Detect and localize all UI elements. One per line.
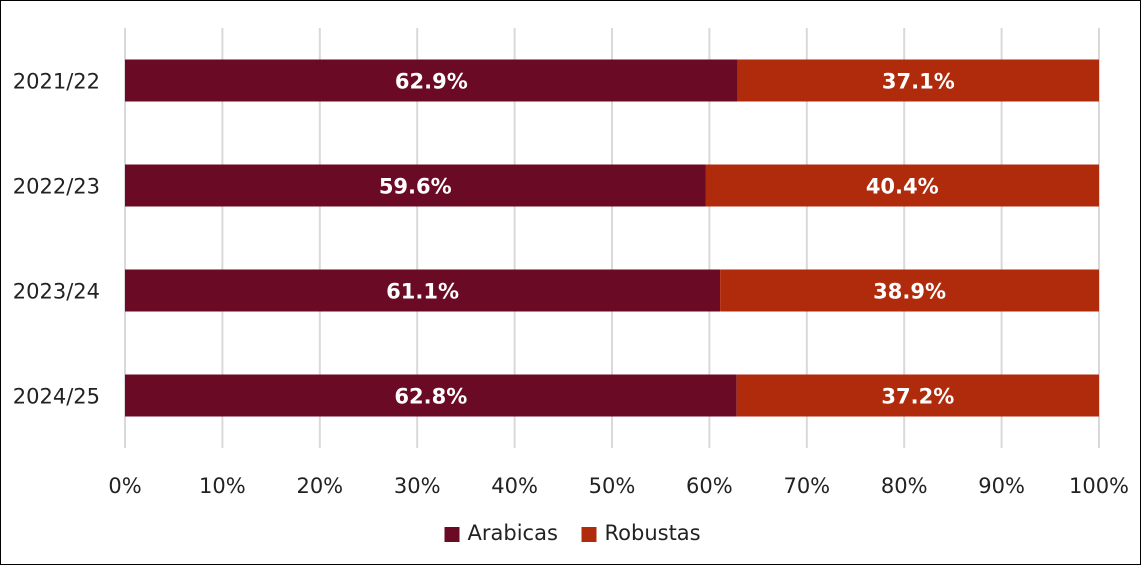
bars [125,59,1099,417]
category-label: 2023/24 [13,280,100,304]
bar-robustas [737,59,1099,102]
bar-arabicas [125,164,706,207]
x-tick-label: 70% [783,474,830,498]
x-tick-label: 60% [686,474,733,498]
category-label: 2024/25 [13,385,100,409]
category-label: 2021/22 [13,70,100,94]
x-tick-label: 30% [394,474,441,498]
category-axis: 2021/22 2022/23 2023/24 2024/25 [13,70,100,409]
data-label: 40.4% [866,175,939,199]
data-label: 62.9% [395,70,468,94]
bar-robustas [720,269,1099,312]
x-tick-label: 90% [978,474,1025,498]
data-label: 37.1% [882,70,955,94]
legend-swatch-robustas [581,527,597,542]
bar-arabicas [125,374,737,417]
x-tick-label: 0% [108,474,141,498]
bar-arabicas [125,59,738,102]
legend-label-arabicas: Arabicas [468,521,558,545]
x-tick-label: 40% [491,474,538,498]
x-tick-label: 80% [881,474,928,498]
data-label: 61.1% [386,280,459,304]
category-label: 2022/23 [13,175,100,199]
data-label: 38.9% [873,280,946,304]
data-label: 37.2% [881,385,954,409]
legend-swatch-arabicas [444,527,460,542]
bar-arabicas [125,269,721,312]
x-tick-label: 100% [1069,474,1129,498]
x-tick-label: 10% [199,474,246,498]
x-tick-label: 50% [589,474,636,498]
legend: Arabicas Robustas [444,521,701,545]
bar-robustas [736,374,1099,417]
value-axis: 0% 10% 20% 30% 40% 50% 60% 70% 80% 90% 100% [108,474,1129,498]
x-tick-label: 20% [296,474,343,498]
bar-robustas [705,164,1099,207]
data-label: 62.8% [394,385,467,409]
data-label: 59.6% [379,175,452,199]
data-labels: 62.9% 37.1% 59.6% 40.4% 61.1% 38.9% 62.8% 37.2% [379,70,955,409]
legend-label-robustas: Robustas [605,521,701,545]
